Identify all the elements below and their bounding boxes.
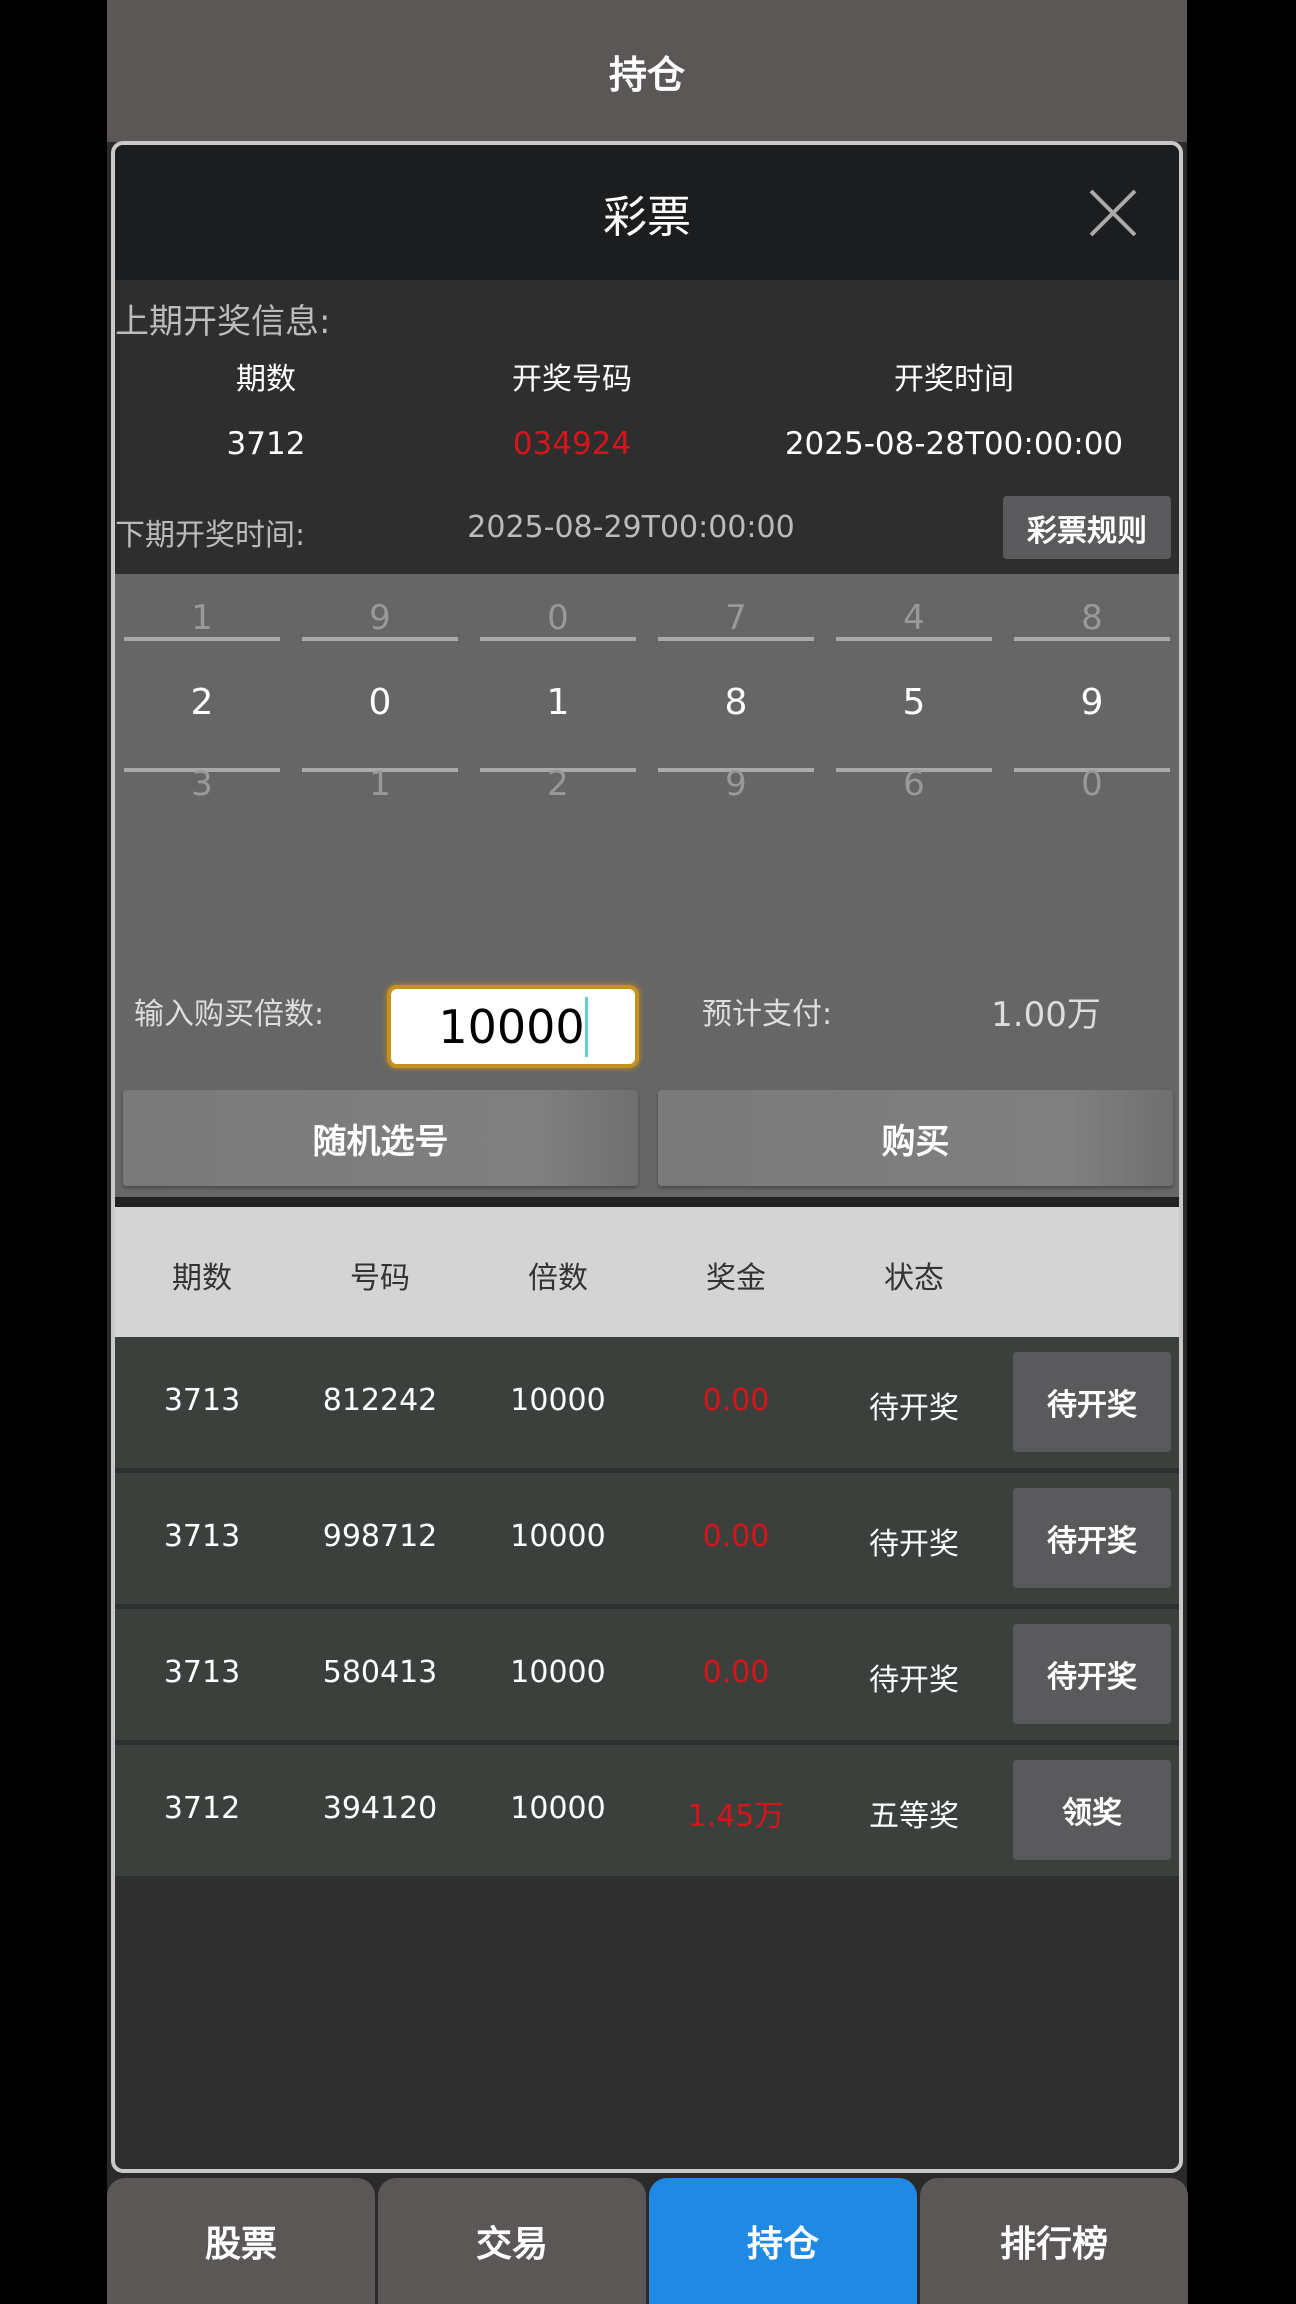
cell-status: 待开奖 [869, 1527, 959, 1562]
last-number: 034924 [512, 426, 632, 462]
buy-button[interactable]: 购买 [658, 1090, 1173, 1186]
picker-line-top [480, 637, 636, 641]
picker-digit-below[interactable]: 1 [369, 764, 391, 804]
picker-digit-above[interactable]: 1 [191, 598, 213, 638]
cell-prize: 1.45万 [687, 1799, 785, 1834]
cell-multiple: 10000 [510, 1791, 606, 1826]
cell-status: 五等奖 [869, 1799, 959, 1834]
row-action-button[interactable]: 领奖 [1013, 1760, 1171, 1860]
table-row: 3712 394120 10000 1.45万 五等奖 领奖 [115, 1745, 1179, 1876]
nav-tab[interactable]: 股票 [107, 2178, 375, 2304]
picker-digit-selected[interactable]: 2 [190, 682, 214, 723]
page-header: 持仓 [107, 0, 1187, 142]
cell-number: 998712 [322, 1519, 438, 1554]
next-draw-label: 下期开奖时间: [115, 518, 306, 553]
cell-status: 待开奖 [869, 1391, 959, 1426]
last-time: 2025-08-28T00:00:00 [784, 426, 1124, 462]
table-row: 3713 580413 10000 0.00 待开奖 待开奖 [115, 1609, 1179, 1740]
header-number: 开奖号码 [512, 362, 632, 397]
picker-line-top [302, 637, 458, 641]
picker-digit-above[interactable]: 8 [1081, 598, 1103, 638]
picker-digit-selected[interactable]: 0 [368, 682, 392, 723]
header-time: 开奖时间 [894, 362, 1014, 397]
cell-multiple: 10000 [510, 1655, 606, 1690]
row-action-button[interactable]: 待开奖 [1013, 1624, 1171, 1724]
lottery-modal: 彩票 上期开奖信息: 期数 开奖号码 开奖时间 3712 034924 2025… [111, 141, 1183, 2173]
nav-tab[interactable]: 持仓 [649, 2178, 917, 2304]
picker-line-top [836, 637, 992, 641]
cell-number: 812242 [322, 1383, 438, 1418]
cell-multiple: 10000 [510, 1383, 606, 1418]
picker-digit-selected[interactable]: 1 [546, 682, 570, 723]
estimated-value: 1.00万 [991, 995, 1101, 1035]
close-icon[interactable] [1087, 187, 1139, 239]
last-period: 3712 [226, 426, 306, 462]
cell-period: 3712 [163, 1791, 241, 1826]
next-draw-time: 2025-08-29T00:00:00 [467, 510, 795, 545]
modal-title: 彩票 [603, 191, 691, 243]
estimated-label: 预计支付: [702, 997, 833, 1032]
picker-digit-below[interactable]: 2 [547, 764, 569, 804]
cell-period: 3713 [163, 1519, 241, 1554]
picker-line-top [658, 637, 814, 641]
last-draw-label: 上期开奖信息: [115, 302, 331, 342]
picker-digit-below[interactable]: 9 [725, 764, 747, 804]
cell-multiple: 10000 [510, 1519, 606, 1554]
picker-line-top [1014, 637, 1170, 641]
row-action-button[interactable]: 待开奖 [1013, 1352, 1171, 1452]
draw-info: 上期开奖信息: 期数 开奖号码 开奖时间 3712 034924 2025-08… [115, 280, 1179, 574]
picker-digit-above[interactable]: 0 [547, 598, 569, 638]
cell-number: 394120 [322, 1791, 438, 1826]
picker-line-bottom [658, 768, 814, 772]
multiplier-label: 输入购买倍数: [134, 997, 325, 1032]
picker-digit-above[interactable]: 4 [903, 598, 925, 638]
multiplier-input[interactable]: 10000 [387, 985, 639, 1068]
picker-line-bottom [836, 768, 992, 772]
picker-line-top [124, 637, 280, 641]
column-header: 号码 [350, 1261, 410, 1296]
number-picker[interactable]: 输入购买倍数: 10000 预计支付: 1.00万 随机选号 购买 1 2 3 9… [115, 574, 1179, 1204]
table-header: 期数 号码 倍数 奖金 状态 [115, 1207, 1179, 1337]
picker-digit-below[interactable]: 3 [191, 764, 213, 804]
table-row: 3713 998712 10000 0.00 待开奖 待开奖 [115, 1473, 1179, 1604]
cell-prize: 0.00 [702, 1519, 770, 1554]
picker-digit-above[interactable]: 9 [369, 598, 391, 638]
rules-button[interactable]: 彩票规则 [1003, 496, 1171, 559]
cell-period: 3713 [163, 1655, 241, 1690]
picker-digit-below[interactable]: 6 [903, 764, 925, 804]
multiplier-value: 10000 [438, 999, 585, 1054]
cell-number: 580413 [322, 1655, 438, 1690]
picker-digit-selected[interactable]: 5 [902, 682, 926, 723]
cell-prize: 0.00 [702, 1655, 770, 1690]
picker-digit-below[interactable]: 0 [1081, 764, 1103, 804]
cell-prize: 0.00 [702, 1383, 770, 1418]
column-header: 期数 [172, 1261, 232, 1296]
divider [115, 1197, 1179, 1207]
picker-line-bottom [480, 768, 636, 772]
picker-line-bottom [124, 768, 280, 772]
nav-tab[interactable]: 交易 [378, 2178, 646, 2304]
column-header: 奖金 [706, 1261, 766, 1296]
nav-tab[interactable]: 排行榜 [920, 2178, 1188, 2304]
column-header: 状态 [884, 1261, 944, 1296]
page-title: 持仓 [608, 52, 685, 97]
picker-digit-selected[interactable]: 9 [1080, 682, 1104, 723]
header-period: 期数 [236, 362, 296, 397]
row-action-button[interactable]: 待开奖 [1013, 1488, 1171, 1588]
cell-period: 3713 [163, 1383, 241, 1418]
text-cursor [584, 996, 588, 1057]
random-pick-button[interactable]: 随机选号 [123, 1090, 638, 1186]
table-row: 3713 812242 10000 0.00 待开奖 待开奖 [115, 1337, 1179, 1468]
picker-digit-selected[interactable]: 8 [724, 682, 748, 723]
picker-line-bottom [1014, 768, 1170, 772]
picker-line-bottom [302, 768, 458, 772]
column-header: 倍数 [528, 1261, 588, 1296]
modal-header: 彩票 [115, 145, 1179, 280]
picker-digit-above[interactable]: 7 [725, 598, 747, 638]
cell-status: 待开奖 [869, 1663, 959, 1698]
